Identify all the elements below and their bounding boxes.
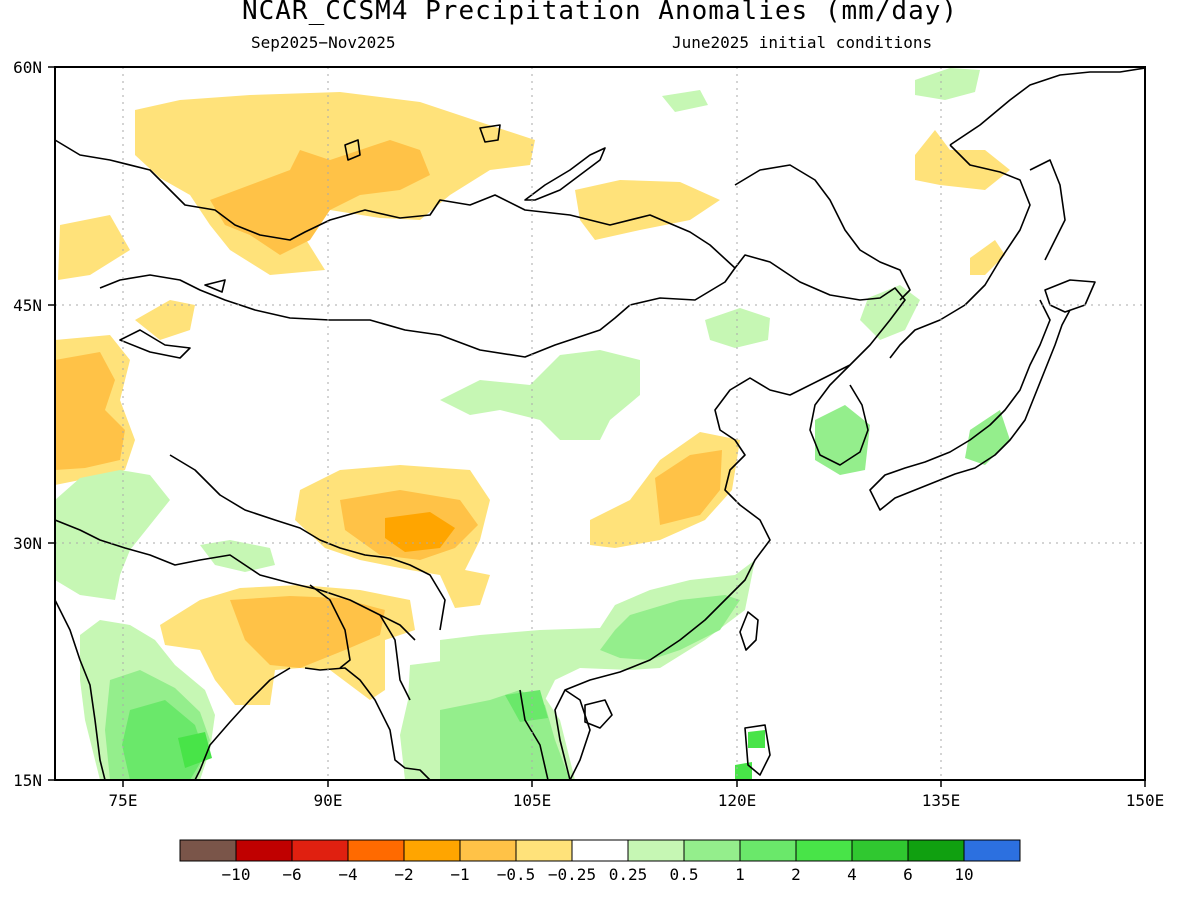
lon-label-75e: 75E — [109, 791, 138, 810]
lat-label-30n: 30N — [13, 534, 42, 553]
anomaly-shading — [55, 68, 1010, 780]
colorbar-swatch — [291, 839, 349, 862]
wet-anomaly-south-china-core — [600, 595, 740, 660]
colorbar-swatch — [235, 839, 293, 862]
wet-anomaly-korea — [815, 405, 870, 475]
colorbar-swatch — [627, 839, 685, 862]
india-coast — [55, 519, 416, 780]
luzon — [744, 724, 771, 776]
lat-label-60n: 60N — [13, 58, 42, 77]
hokkaido-coast — [1044, 279, 1096, 313]
colorbar-swatch — [403, 839, 461, 862]
india-west-coast — [55, 599, 106, 780]
hainan — [584, 699, 613, 729]
wet-anomaly-india-peak — [178, 732, 212, 768]
pacific-coast — [889, 67, 1145, 359]
colorbar-swatch — [515, 839, 573, 862]
wet-anomaly-gobi — [440, 350, 640, 440]
colorbar-label: 0.5 — [670, 865, 699, 884]
japan-coast — [869, 299, 1071, 511]
colorbar-swatch — [459, 839, 517, 862]
colorbar-swatch — [179, 839, 237, 862]
colorbar-swatch — [795, 839, 853, 862]
colorbar-label: −4 — [338, 865, 357, 884]
wet-anomaly-sayan — [662, 90, 708, 112]
wet-anomaly-okhotsk — [915, 68, 980, 100]
colorbar-label: −10 — [222, 865, 251, 884]
colorbar-swatch — [571, 839, 629, 862]
wet-anomaly-japan — [965, 410, 1010, 465]
colorbar-label: 2 — [791, 865, 801, 884]
korea-coast — [809, 364, 869, 466]
colorbar-label: 10 — [954, 865, 973, 884]
map-frame — [54, 66, 1146, 781]
lon-label-105e: 105E — [513, 791, 552, 810]
lon-label-150e: 150E — [1126, 791, 1165, 810]
colorbar-swatch — [347, 839, 405, 862]
dry-anomaly-lake — [135, 300, 195, 340]
colorbar-label: 1 — [735, 865, 745, 884]
colorbar-swatch — [907, 839, 965, 862]
wet-anomaly-pakistan — [55, 470, 170, 600]
lon-label-90e: 90E — [314, 791, 343, 810]
colorbar-label: 6 — [903, 865, 913, 884]
colorbar-label: 0.25 — [609, 865, 648, 884]
colorbar: −10 −6 −4 −2 −1 −0.5 −0.25 0.25 0.5 1 2 4 6 10 — [179, 839, 1021, 884]
lon-label-120e: 120E — [718, 791, 757, 810]
lon-label-135e: 135E — [922, 791, 961, 810]
bay-of-bengal-coast — [304, 667, 431, 780]
bangladesh-myanmar — [309, 584, 411, 701]
wet-anomaly-north-india — [200, 540, 275, 572]
colorbar-swatch — [963, 839, 1021, 862]
dry-anomaly-siberia-core — [210, 140, 430, 255]
dry-anomaly-sakhalin — [970, 240, 1005, 275]
dry-anomaly-central-asia-core — [55, 352, 125, 470]
siberian-lakes — [204, 124, 501, 293]
dry-anomaly-tibet-peak — [385, 512, 455, 552]
colorbar-label: −0.25 — [548, 865, 596, 884]
russia-kazakhstan-border — [55, 139, 736, 358]
lat-label-45n: 45N — [13, 296, 42, 315]
colorbar-swatch — [739, 839, 797, 862]
colorbar-label: −1 — [450, 865, 469, 884]
colorbar-label: −2 — [394, 865, 413, 884]
dry-anomaly-northeast — [915, 130, 1010, 190]
amur-border — [734, 164, 911, 301]
himalaya-border — [169, 454, 446, 631]
wet-anomaly-luzon — [735, 762, 752, 780]
baikal — [524, 147, 606, 201]
kamchatka — [1029, 159, 1066, 261]
wet-anomaly-indochina-peak — [505, 690, 548, 722]
dry-anomaly-baikal — [575, 180, 720, 240]
colorbar-label: −6 — [282, 865, 301, 884]
taiwan — [739, 611, 759, 651]
wet-anomaly-manchuria — [860, 285, 920, 340]
season-label: Sep2025−Nov2025 — [251, 33, 396, 52]
coastlines — [55, 67, 1145, 780]
colorbar-swatch — [683, 839, 741, 862]
wet-anomaly-luzon-north — [748, 730, 765, 748]
wet-anomaly-south-china — [440, 560, 755, 710]
balkhash — [119, 329, 191, 359]
axis-ticks — [48, 66, 1146, 787]
map-title: NCAR_CCSM4 Precipitation Anomalies (mm/d… — [241, 0, 959, 26]
colorbar-label: 4 — [847, 865, 857, 884]
mongolia-china-border — [554, 254, 906, 780]
dry-anomaly-kazakhstan — [58, 215, 130, 280]
initial-conditions-label: June2025 initial conditions — [672, 33, 933, 52]
dry-anomaly-yangtze-core — [655, 450, 722, 525]
colorbar-swatch — [851, 839, 909, 862]
lat-label-15n: 15N — [13, 771, 42, 790]
colorbar-label: −0.5 — [497, 865, 536, 884]
dry-anomaly-ganges-core — [230, 596, 385, 668]
